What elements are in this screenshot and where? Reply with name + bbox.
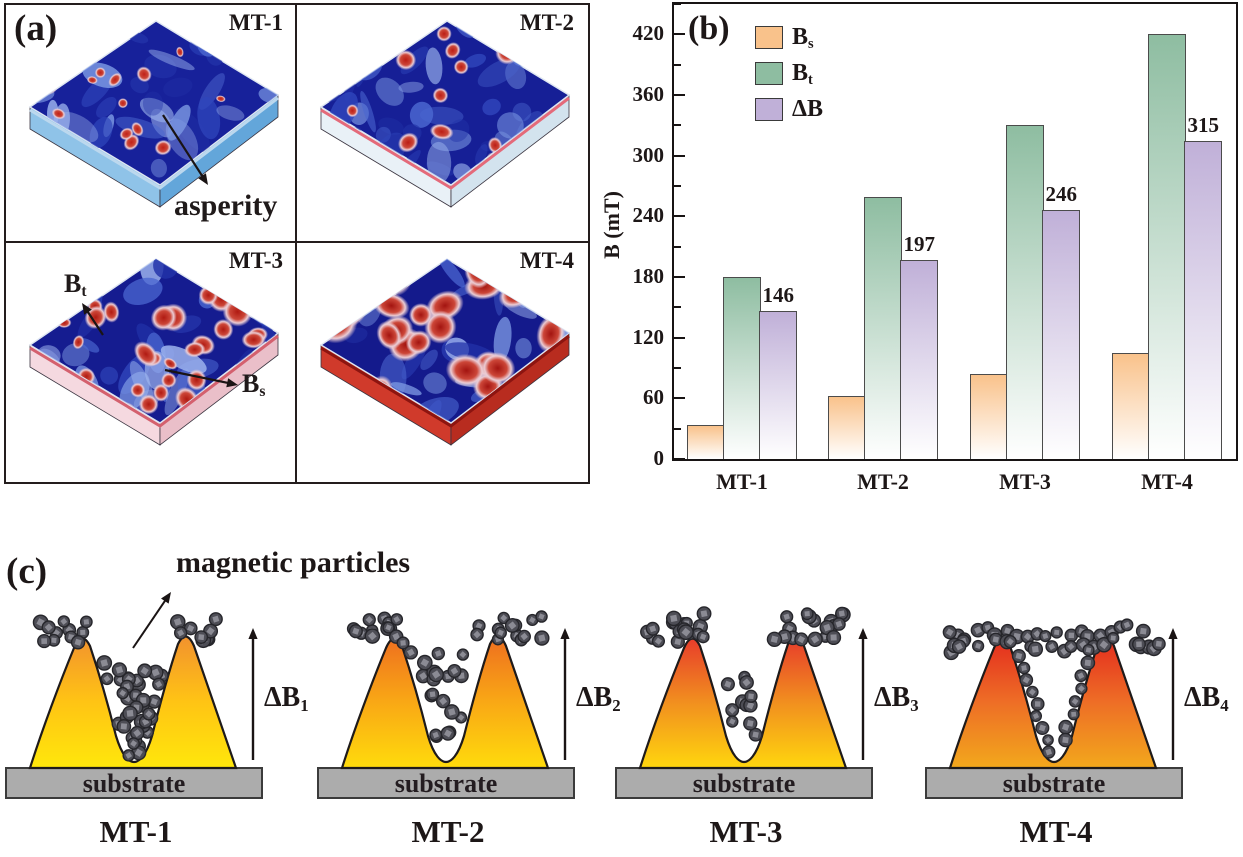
schematic-blocks: substrate ΔB1 MT-1 substrate ΔB2 MT-2 substrat… [0,530,1243,857]
y-tick-label: 300 [632,142,665,167]
surface-quadrant-MT-3: MT-3 [6,243,295,479]
substrate-bar [5,767,263,799]
surface-quadrant-MT-4: MT-4 [297,243,586,479]
surface-plate-3d [319,258,571,446]
magnetic-particles-arrow [132,592,171,649]
schematic-caption-MT-1: MT-1 [99,814,173,849]
x-tick-label: MT-4 [1141,469,1193,494]
substrate-label: substrate [1003,769,1106,798]
panel-a-annotation-arrows [82,114,238,388]
asperity-label: asperity [174,189,278,222]
surface-tag-MT-1: MT-1 [228,10,283,35]
y-tick-label: 420 [632,21,665,46]
x-tick-label: MT-2 [857,469,909,494]
x-tick-label: MT-1 [716,469,768,494]
bt-sub: t [81,283,87,301]
surface-plate-3d [28,20,280,208]
surface-quadrants: MT-1 MT-2 MT-3 MT-4 [6,5,588,482]
magnetic-particles [346,610,550,743]
substrate-label: substrate [693,769,796,798]
delta-b-label-MT-1: ΔB1 [264,682,309,715]
asperity-shape [340,635,550,770]
surface-tag-MT-3: MT-3 [228,248,283,273]
schematic-svg: substrate [615,606,873,799]
surface-tag-MT-2: MT-2 [519,10,574,35]
legend-swatch-t [755,61,783,85]
y-tick-label: 60 [643,385,664,410]
panel-a-divider-vertical [295,5,297,482]
asperity-shape [638,635,848,770]
bar-Bs-MT-1 [687,424,725,459]
schematic-MT-3: substrate [612,590,880,805]
panel-a-divider-horizontal [6,241,588,243]
bs-annotation-label: Bs [242,369,266,401]
bs-base: B [242,369,260,398]
schematic-caption-MT-4: MT-4 [1019,814,1093,849]
bar-Bt-MT-2 [864,197,902,459]
bar-Bt-MT-4 [1148,34,1186,459]
surface-tag-MT-4: MT-4 [519,248,574,273]
panel-b-label: (b) [688,10,730,47]
legend-row: Bt [755,60,813,89]
bar-Bs-MT-2 [828,396,866,459]
bar-Bt-MT-1 [723,277,761,459]
chart-bars-layer [674,4,1236,459]
y-tick-label: 360 [632,82,665,106]
x-tick-label: MT-3 [999,469,1051,494]
bar-dB-MT-4 [1184,140,1223,459]
delta-b-label-MT-3: ΔB3 [874,682,919,715]
bt-base: B [64,269,82,298]
schematic-MT-2: substrate [314,590,582,805]
panel-a-label: (a) [14,8,58,49]
bar-dB-MT-3 [1042,210,1081,459]
magnetic-particles-label: magnetic particles [176,546,411,579]
legend-label: ΔB [792,96,824,122]
delta-b-label-MT-4: ΔB4 [1184,682,1229,715]
legend-row: Bs [755,24,814,53]
schematic-MT-4: substrate [922,590,1190,805]
legend-row: ΔB [755,96,823,122]
schematic-MT-1: substrate [2,590,270,805]
schematic-svg: substrate [317,610,575,799]
bar-dB-MT-2 [900,259,939,459]
legend-swatch-s [755,25,783,49]
bar-Bt-MT-3 [1006,125,1044,459]
magnetic-particles [32,612,223,762]
legend-swatch-ΔB [755,97,783,121]
bs-sub: s [259,383,266,401]
schematic-svg: substrate [925,618,1183,799]
bt-annotation-label: Bt [64,269,87,301]
y-tick-label: 180 [632,264,665,288]
panel-b-bar-chart: 0 60 120 180 240 300 360 420 146 MT-1 197 MT-2 246 MT… [598,0,1243,527]
y-axis-label: B (mT) [599,191,624,259]
legend-label: Bt [792,60,813,89]
bar-dB-MT-1 [759,311,798,459]
magnetic-particles [640,606,851,742]
magnetic-particles [942,618,1166,759]
y-tick-label: 0 [653,446,665,470]
panel-a-topography: MT-1 MT-2 MT-3 MT-4 (a) asperity Bt Bs [4,3,590,484]
surface-quadrant-MT-2: MT-2 [297,5,586,241]
schematic-caption-MT-3: MT-3 [709,814,783,849]
surface-quadrant-MT-1: MT-1 [6,5,295,241]
y-tick-label: 120 [632,324,665,349]
legend-label: Bs [792,24,814,53]
surface-plate-3d [319,20,571,208]
surface-plate-3d [28,258,280,446]
bar-Bs-MT-3 [970,374,1008,459]
panel-c-label: (c) [6,551,48,592]
delta-b-label-MT-2: ΔB2 [576,682,621,715]
substrate-label: substrate [83,769,186,798]
schematic-svg: substrate [5,612,263,799]
substrate-label: substrate [395,769,498,798]
panel-c-schematics: (c) magnetic particles substrate ΔB1 MT-1 s… [0,530,1243,857]
bar-Bs-MT-4 [1112,352,1150,459]
schematic-caption-MT-2: MT-2 [411,814,485,849]
